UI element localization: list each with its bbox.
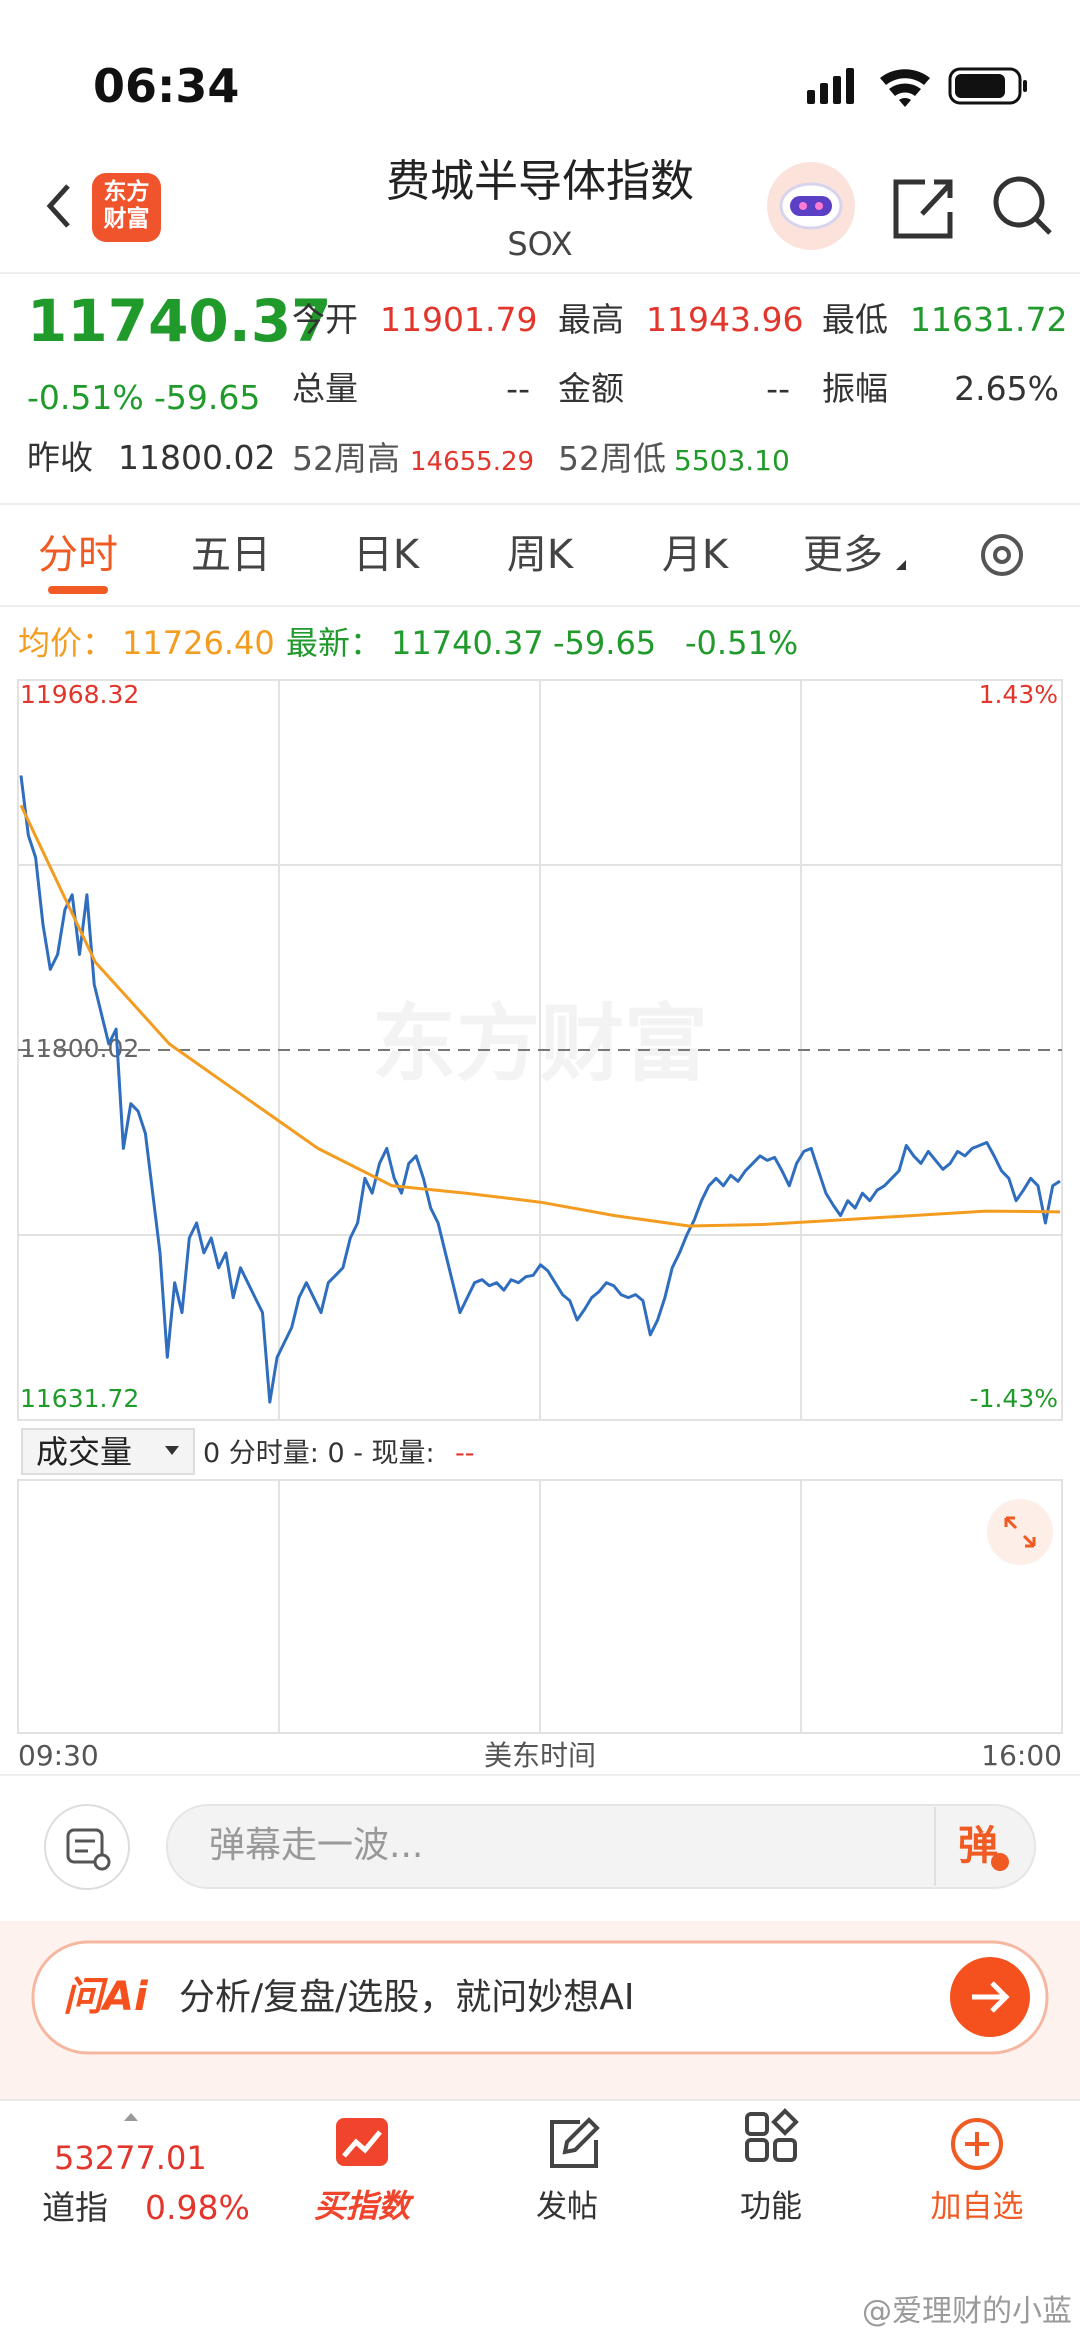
nav-icon-functions[interactable] <box>745 2108 799 2162</box>
legend-value: 11726.40 <box>122 624 275 662</box>
legend-value: 11740.37 <box>391 624 544 662</box>
field-value: 14655.29 <box>410 447 535 477</box>
share-icon[interactable] <box>893 179 953 239</box>
ticker-caret <box>124 2113 138 2121</box>
danmaku-badge <box>991 1853 1009 1871</box>
volume-readout: 0 分时量: 0 - 现量: <box>203 1438 435 1469</box>
price: 11740.37 <box>27 287 332 355</box>
ticker-name[interactable]: 道指 <box>42 2188 108 2227</box>
volume-frame <box>17 1479 1063 1734</box>
volume-selector[interactable]: 成交量 <box>36 1433 133 1471</box>
chart-watermark: 东方财富 <box>372 995 708 1093</box>
change-pct: -0.51% <box>27 378 144 417</box>
avatar[interactable] <box>767 162 855 250</box>
x-axis-title: 美东时间 <box>483 1739 597 1772</box>
plot: 11631.72 11800.02 11968.32 -1.43% 1.43% <box>18 679 1062 1421</box>
nav-icon-buy[interactable] <box>336 2118 388 2166</box>
field-label: 总量 <box>292 369 358 408</box>
field-label: 金额 <box>558 369 624 408</box>
field-value: 11943.96 <box>646 300 804 339</box>
volume-readout-value: -- <box>455 1438 475 1469</box>
credit-watermark: @爱理财的小蓝 <box>862 2294 1072 2329</box>
legend-value: -0.51% <box>685 624 799 662</box>
nav-label[interactable]: 加自选 <box>930 2189 1024 2225</box>
y2-tick-label: -1.43% <box>970 1384 1058 1413</box>
y2-tick-label: 1.43% <box>979 680 1058 709</box>
field-value: 11631.72 <box>910 300 1068 339</box>
y-tick-label: 11968.32 <box>20 680 139 709</box>
page-subtitle: SOX <box>507 225 573 263</box>
logo-text: 财富 <box>103 206 150 232</box>
tab[interactable]: 日K <box>352 532 420 578</box>
ai-send-button[interactable] <box>950 1957 1030 2037</box>
expand-icon[interactable] <box>987 1499 1053 1565</box>
field-label: 振幅 <box>822 369 888 408</box>
ticker-change[interactable]: 0.98% <box>145 2188 250 2227</box>
ticker-value[interactable]: 53277.01 <box>54 2139 207 2177</box>
field-label: 昨收 <box>27 438 93 477</box>
price-line <box>19 804 1061 1228</box>
field-value: -- <box>766 369 790 408</box>
tab[interactable]: 五日 <box>191 532 271 578</box>
search-icon[interactable] <box>993 176 1052 235</box>
x-tick-label: 16:00 <box>981 1739 1062 1772</box>
comment-input[interactable] <box>166 1804 1036 1889</box>
tab[interactable]: 分时 <box>38 532 118 578</box>
nav-icon-post[interactable] <box>550 2117 600 2168</box>
legend-label: 最新： <box>286 624 383 662</box>
change: -59.65 <box>154 378 261 417</box>
legend-label: 均价： <box>18 624 115 662</box>
tab[interactable]: 月K <box>661 532 729 578</box>
field-value: 11901.79 <box>380 300 538 339</box>
status-time: 06:34 <box>93 59 240 113</box>
field-label: 52周低 <box>558 439 666 478</box>
danmaku-icon[interactable] <box>44 1804 130 1890</box>
legend-value: -59.65 <box>553 624 657 662</box>
field-label: 最低 <box>822 300 888 339</box>
page-title: 费城半导体指数 <box>386 156 694 207</box>
danmaku-button[interactable]: 弹 <box>958 1823 998 1869</box>
tab[interactable]: 周K <box>506 532 574 578</box>
field-label: 最高 <box>558 300 624 339</box>
field-value: 5503.10 <box>674 444 790 477</box>
comment-placeholder: 弹幕走一波... <box>209 1825 424 1866</box>
ai-input[interactable] <box>31 1940 1049 2055</box>
field-label: 今开 <box>292 300 358 339</box>
nav-label[interactable]: 功能 <box>740 2189 802 2225</box>
y-tick-label: 11631.72 <box>20 1384 139 1413</box>
tab[interactable]: 更多 <box>803 532 883 578</box>
y-tick-label: 11800.02 <box>20 1034 139 1063</box>
status-icons <box>807 67 1027 107</box>
price-line <box>19 775 1061 1404</box>
logo-text: 东方 <box>103 179 150 205</box>
back-icon[interactable] <box>46 184 70 228</box>
nav-label[interactable]: 买指数 <box>313 2187 411 2225</box>
more-caret <box>896 560 906 570</box>
settings-icon[interactable] <box>981 534 1023 576</box>
x-tick-label: 09:30 <box>18 1739 99 1772</box>
ai-prompt: 分析/复盘/选股，就问妙想AI <box>179 1977 635 2018</box>
dropdown-caret <box>165 1446 179 1455</box>
ai-badge: 问Ai <box>63 1974 148 2020</box>
nav-icon-add[interactable] <box>951 2118 1003 2170</box>
logo <box>92 173 161 242</box>
volume-selector-box[interactable] <box>21 1428 195 1475</box>
field-value: 11800.02 <box>118 438 276 477</box>
tab-indicator <box>48 586 108 594</box>
nav-label[interactable]: 发帖 <box>536 2189 598 2225</box>
field-value: 2.65% <box>954 369 1059 408</box>
field-label: 52周高 <box>292 439 400 478</box>
field-value: -- <box>506 369 530 408</box>
